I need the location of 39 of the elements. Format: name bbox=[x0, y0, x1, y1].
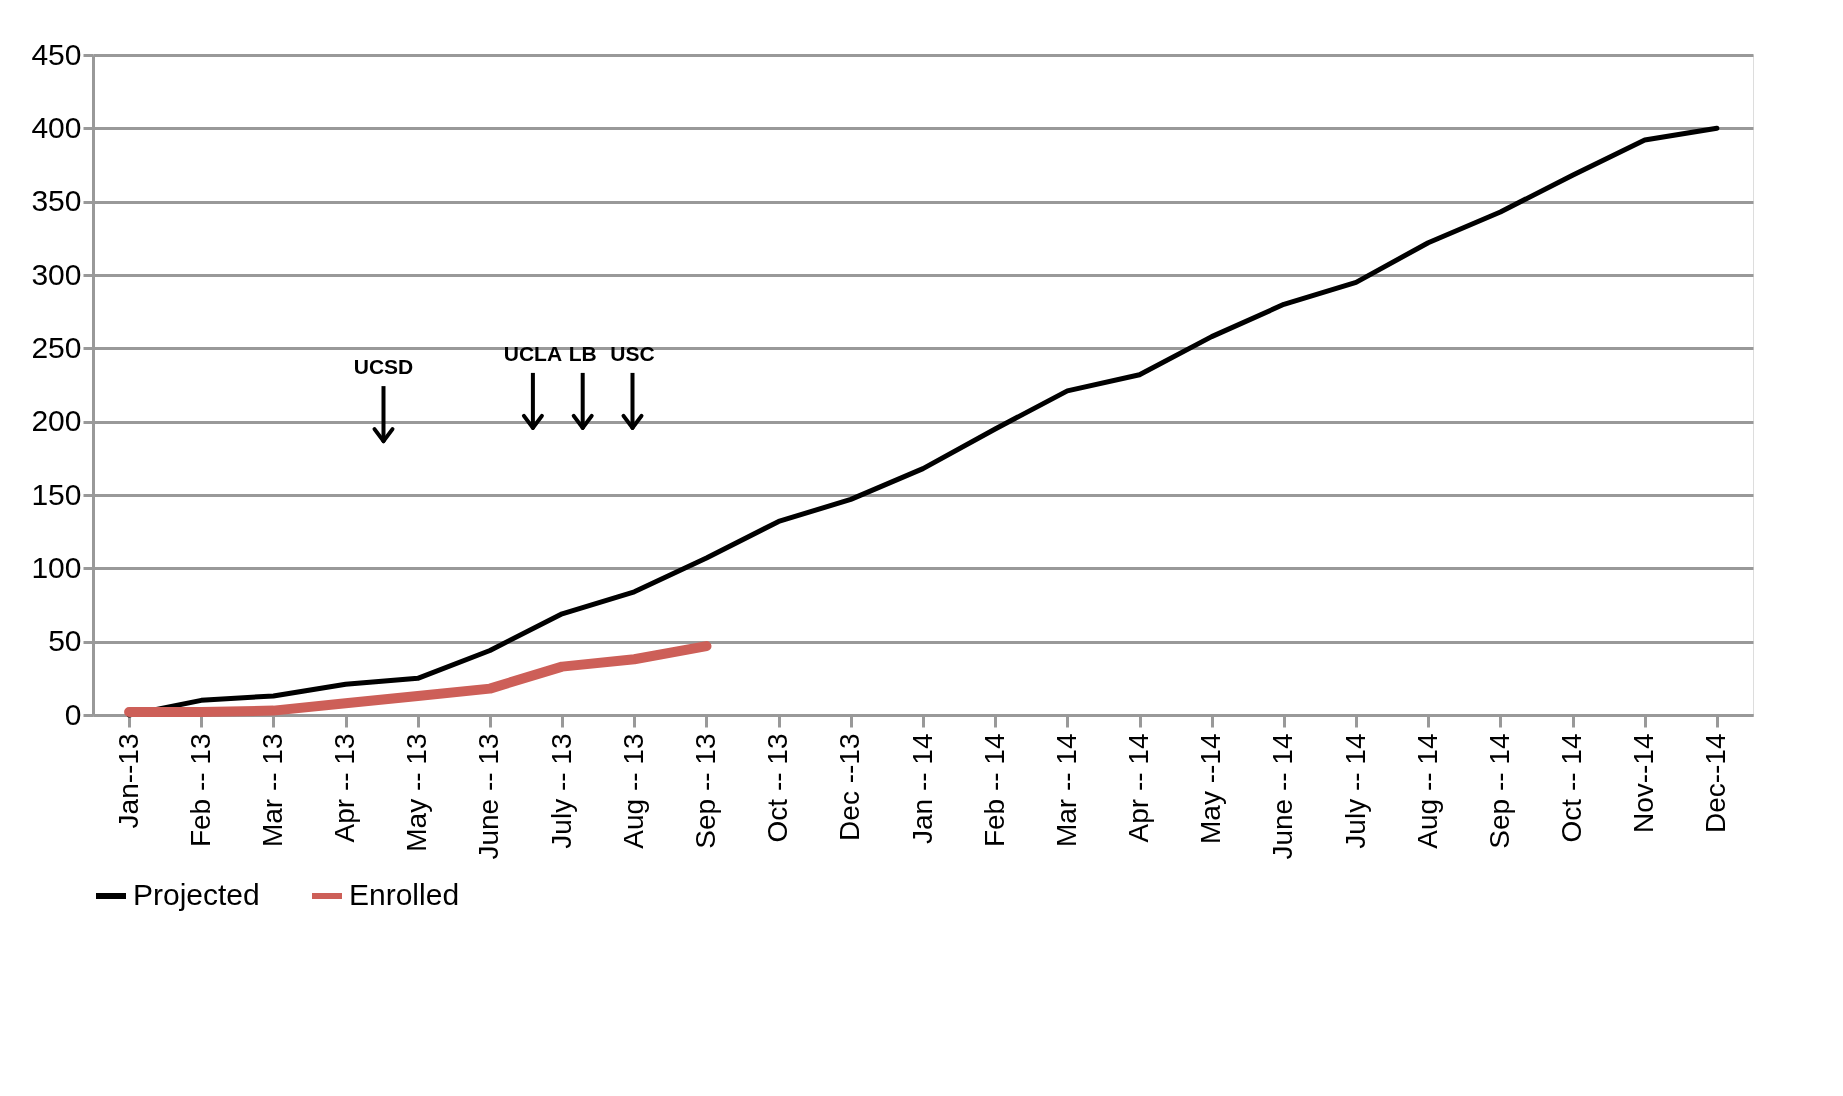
x-tick-label: Dec --13 bbox=[834, 733, 866, 841]
x-tick-label: Oct -- 14 bbox=[1556, 733, 1588, 843]
annotation: USC bbox=[610, 341, 655, 365]
x-tick-label: Mar -- 13 bbox=[256, 733, 288, 848]
y-tick-label: 0 bbox=[64, 697, 82, 731]
y-tick-label: 50 bbox=[48, 624, 82, 658]
y-tick-label: 400 bbox=[31, 110, 82, 144]
x-tick-label: Sep -- 14 bbox=[1483, 733, 1515, 849]
x-tick-label: Nov--14 bbox=[1628, 733, 1660, 834]
x-tick-label: July -- 13 bbox=[545, 733, 577, 849]
x-tick-label: Mar -- 14 bbox=[1050, 733, 1082, 848]
y-tick-label: 150 bbox=[31, 477, 82, 511]
x-tick-label: Jan -- 14 bbox=[906, 733, 938, 844]
x-tick-label: July -- 14 bbox=[1339, 733, 1371, 849]
x-tick-label: Dec--14 bbox=[1700, 733, 1732, 834]
annotation: UCLA bbox=[503, 341, 563, 365]
y-tick-label: 100 bbox=[31, 550, 82, 584]
annotation: UCSD bbox=[353, 355, 414, 379]
x-tick-label: Sep -- 13 bbox=[689, 733, 721, 849]
x-tick-label: Oct -- 13 bbox=[762, 733, 794, 843]
y-tick-label: 250 bbox=[31, 330, 82, 364]
x-tick-label: May --14 bbox=[1195, 733, 1227, 844]
y-tick-label: 450 bbox=[31, 37, 82, 71]
legend-label: Enrolled bbox=[349, 878, 460, 911]
y-tick-label: 350 bbox=[31, 184, 82, 218]
x-tick-label: May -- 13 bbox=[401, 733, 433, 852]
legend-label: Projected bbox=[133, 878, 260, 911]
annotation: LB bbox=[568, 341, 597, 365]
x-tick-label: Aug -- 14 bbox=[1411, 733, 1443, 849]
x-tick-label: June -- 13 bbox=[473, 733, 505, 860]
x-tick-label: Feb -- 13 bbox=[184, 733, 216, 848]
x-tick-label: June -- 14 bbox=[1267, 733, 1299, 860]
x-tick-label: Apr -- 14 bbox=[1123, 733, 1155, 843]
x-tick-label: Aug -- 13 bbox=[617, 733, 649, 849]
x-tick-label: Feb -- 14 bbox=[978, 733, 1010, 848]
y-tick-label: 300 bbox=[31, 257, 82, 291]
x-tick-label: Apr -- 13 bbox=[329, 733, 361, 843]
y-tick-label: 200 bbox=[31, 404, 82, 438]
x-tick-label: Jan--13 bbox=[112, 733, 144, 829]
